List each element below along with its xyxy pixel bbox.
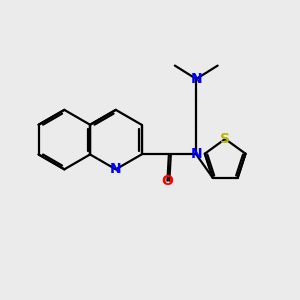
Text: N: N [190,148,202,161]
Text: N: N [110,162,122,176]
Text: O: O [161,174,173,188]
Text: N: N [190,72,202,86]
Text: S: S [220,132,230,146]
